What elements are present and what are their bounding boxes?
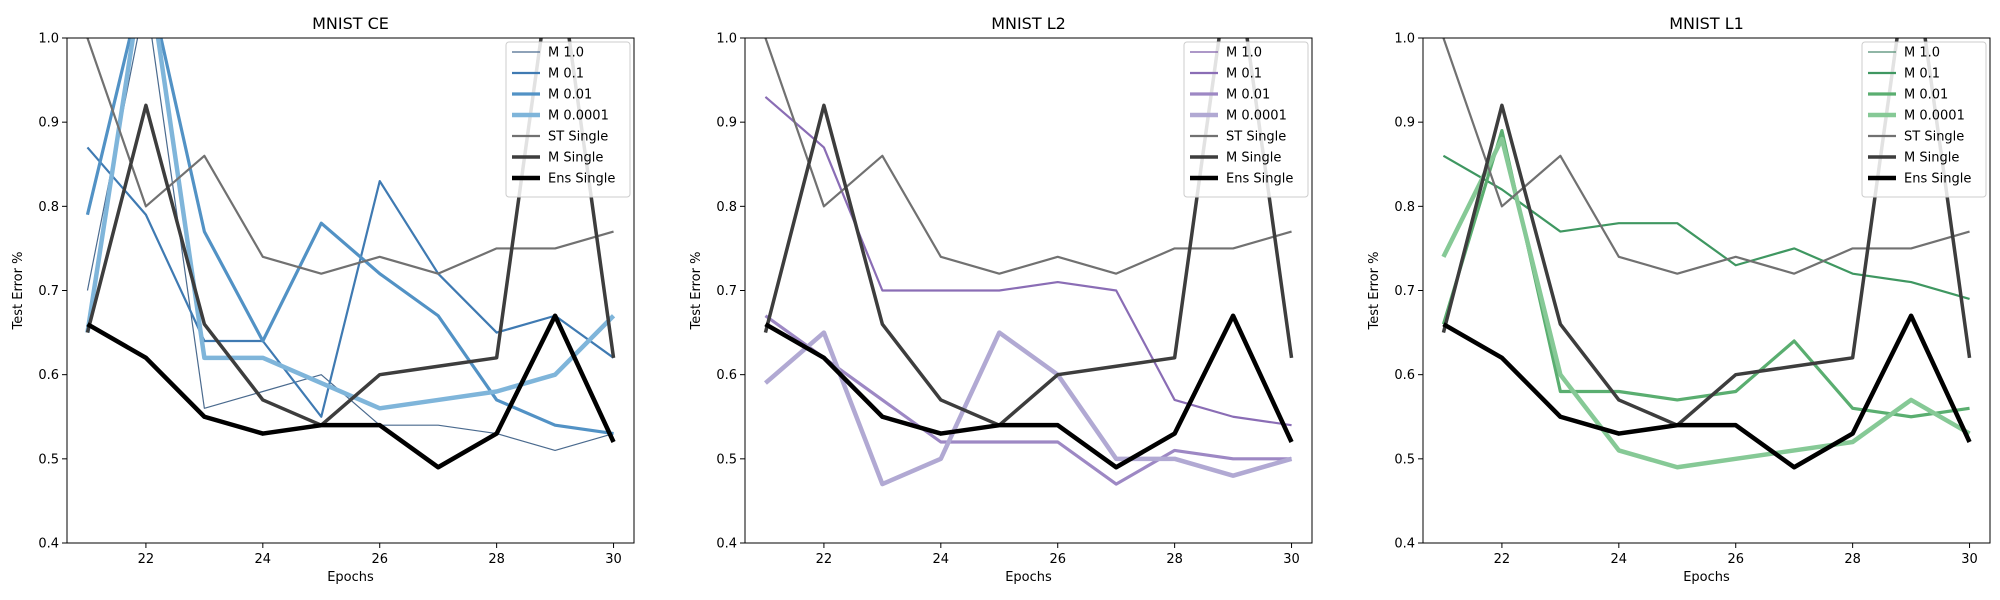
x-tick-label: 22: [1494, 552, 1511, 567]
legend-label: M 0.1: [1904, 67, 1940, 82]
x-tick-label: 22: [816, 552, 833, 567]
x-tick-label: 26: [371, 552, 388, 567]
series-line-1: [86, 146, 615, 418]
legend: M 1.0 M 0.1 M 0.01 M 0.0001 ST Single M Singl…: [1183, 41, 1309, 198]
legend-label: ST Single: [548, 130, 608, 145]
legend-label: Ens Single: [1904, 172, 1971, 187]
legend-label: M 1.0: [1904, 46, 1940, 61]
legend-label: M Single: [1904, 151, 1959, 166]
legend-label: Ens Single: [1226, 172, 1293, 187]
series-line-6: [1442, 313, 1972, 470]
chart-title: MNIST L2: [991, 14, 1066, 33]
x-tick-label: 30: [1961, 552, 1978, 567]
y-tick-label: 0.6: [716, 368, 737, 383]
series-lines: [85, 38, 616, 470]
x-tick-label: 26: [1049, 552, 1066, 567]
y-tick-label: 0.7: [38, 284, 59, 299]
legend-label: M 0.01: [1226, 88, 1270, 103]
y-tick-label: 0.9: [1394, 116, 1415, 131]
x-axis-label: Epochs: [1683, 570, 1730, 585]
x-axis-label: Epochs: [1005, 570, 1052, 585]
y-tick-label: 0.9: [716, 116, 737, 131]
legend-label: M 0.1: [548, 67, 584, 82]
y-tick-label: 0.4: [716, 537, 737, 552]
legend-label: M 0.01: [1904, 88, 1948, 103]
series-line-4: [86, 38, 614, 275]
legend-label: M 1.0: [1226, 46, 1262, 61]
y-axis-label: Test Error %: [1367, 252, 1382, 331]
y-tick-label: 1.0: [1394, 32, 1415, 47]
x-tick-label: 26: [1727, 552, 1744, 567]
y-axis-label: Test Error %: [689, 252, 704, 331]
legend-label: M 0.01: [548, 88, 592, 103]
series-line-2: [85, 38, 614, 436]
series-line-6: [86, 313, 616, 470]
chart-title: MNIST CE: [312, 14, 389, 33]
series-line-3: [763, 330, 1293, 487]
y-tick-label: 0.4: [38, 537, 59, 552]
y-tick-label: 0.7: [1394, 284, 1415, 299]
y-tick-label: 0.5: [716, 452, 737, 467]
x-axis-label: Epochs: [327, 570, 374, 585]
x-tick-label: 30: [1283, 552, 1300, 567]
legend-label: M 1.0: [548, 46, 584, 61]
series-line-3: [85, 38, 616, 411]
legend-label: Ens Single: [548, 172, 615, 187]
legend: M 1.0 M 0.1 M 0.01 M 0.0001 ST Single M Singl…: [505, 41, 631, 198]
legend-label: ST Single: [1226, 130, 1286, 145]
y-tick-label: 0.8: [716, 200, 737, 215]
y-tick-label: 0.5: [1394, 452, 1415, 467]
x-tick-label: 22: [138, 552, 155, 567]
x-tick-label: 24: [1611, 552, 1628, 567]
legend-label: M Single: [548, 151, 603, 166]
x-tick-label: 24: [933, 552, 950, 567]
chart-panel-1: 0.4 0.5 0.6 0.7 0.8 0.9 1.0 22 24 26 28 30 MNIST L2 E…: [689, 14, 1313, 585]
y-tick-label: 0.7: [716, 284, 737, 299]
series-lines: [763, 38, 1294, 487]
chart-panel-0: 0.4 0.5 0.6 0.7 0.8 0.9 1.0 22 24 26 28 30 MNIST CE E…: [11, 14, 635, 585]
y-tick-label: 1.0: [38, 32, 59, 47]
x-tick-label: 28: [1166, 552, 1183, 567]
x-tick-label: 28: [1844, 552, 1861, 567]
x-tick-label: 28: [488, 552, 505, 567]
series-line-4: [1442, 38, 1970, 275]
y-tick-label: 0.6: [1394, 368, 1415, 383]
legend-label: M 0.1: [1226, 67, 1262, 82]
series-line-6: [764, 313, 1294, 470]
y-tick-label: 0.8: [38, 200, 59, 215]
legend-label: M Single: [1226, 151, 1281, 166]
y-tick-label: 1.0: [716, 32, 737, 47]
legend-label: M 0.0001: [548, 109, 609, 124]
legend-label: ST Single: [1904, 130, 1964, 145]
y-axis-label: Test Error %: [11, 252, 26, 331]
series-line-3: [1441, 136, 1971, 470]
y-tick-label: 0.8: [1394, 200, 1415, 215]
x-tick-label: 24: [255, 552, 272, 567]
chart-panel-2: 0.4 0.5 0.6 0.7 0.8 0.9 1.0 22 24 26 28 30 MNIST L1 E…: [1367, 14, 1991, 585]
series-line-4: [764, 38, 1292, 275]
y-tick-label: 0.9: [38, 116, 59, 131]
series-lines: [1441, 38, 1972, 470]
chart-title: MNIST L1: [1669, 14, 1744, 33]
legend-label: M 0.0001: [1226, 109, 1287, 124]
x-tick-label: 30: [605, 552, 622, 567]
y-tick-label: 0.5: [38, 452, 59, 467]
series-line-2: [764, 314, 1292, 486]
legend: M 1.0 M 0.1 M 0.01 M 0.0001 ST Single M Singl…: [1861, 41, 1987, 198]
y-tick-label: 0.4: [1394, 537, 1415, 552]
y-tick-label: 0.6: [38, 368, 59, 383]
legend-label: M 0.0001: [1904, 109, 1965, 124]
